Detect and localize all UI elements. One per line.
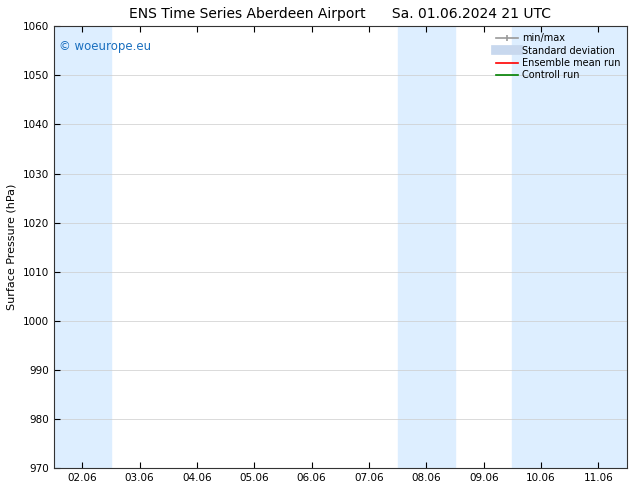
Text: © woeurope.eu: © woeurope.eu [60,40,152,52]
Bar [54,26,111,468]
Bar [570,26,627,468]
Y-axis label: Surface Pressure (hPa): Surface Pressure (hPa) [7,184,17,311]
Bar [512,26,570,468]
Bar [398,26,455,468]
Legend: min/max, Standard deviation, Ensemble mean run, Controll run: min/max, Standard deviation, Ensemble me… [495,31,622,82]
Title: ENS Time Series Aberdeen Airport      Sa. 01.06.2024 21 UTC: ENS Time Series Aberdeen Airport Sa. 01.… [129,7,552,21]
